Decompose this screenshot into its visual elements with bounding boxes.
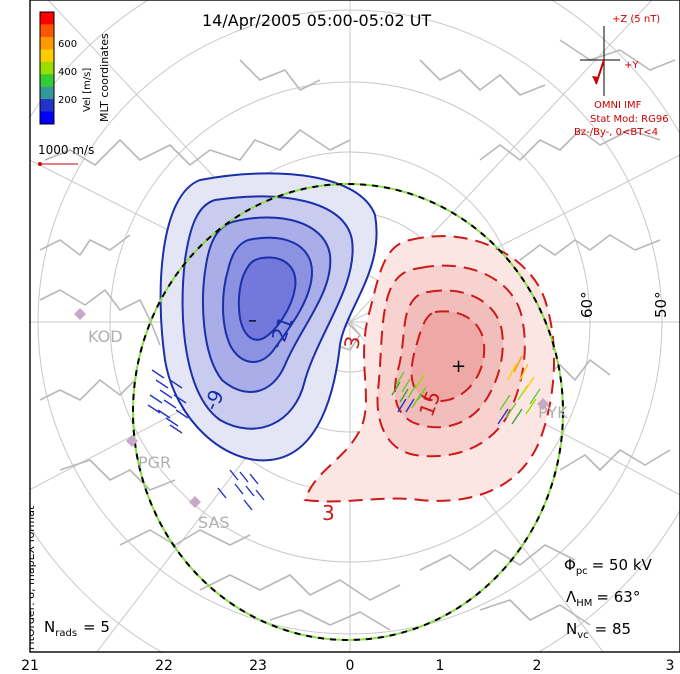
mlt-tick-3: 3 — [666, 658, 675, 674]
radar-label-pyk: PYK — [538, 403, 568, 422]
radar-site-kod-marker — [74, 308, 86, 320]
potential-maximum-marker: + — [451, 356, 466, 377]
imf-y-label: +Y — [624, 60, 639, 71]
radar-site-sas-marker — [189, 496, 201, 508]
preview-note: NOTE: FOR PREVIEW PURPOSES ONLY. PLEASE … — [12, 159, 25, 650]
mlt-tick-21: 21 — [21, 658, 39, 674]
contour-label-pos-3-a: 3 — [339, 334, 365, 351]
imf-source: OMNI IMF — [594, 100, 642, 111]
radar-label-kod: KOD — [88, 327, 123, 346]
mlt-tick-2: 2 — [533, 658, 542, 674]
vector-reference-label: 1000 m/s — [38, 143, 94, 157]
mlt-tick-22: 22 — [155, 658, 173, 674]
colorbar-segment — [40, 49, 54, 63]
mlt-tick-1: 1 — [436, 658, 445, 674]
coordinate-system-label: MLT coordinates — [98, 33, 111, 122]
colorbar-segment — [40, 111, 54, 125]
vector-count: Nvc = 85 — [566, 620, 631, 641]
colorbar-segment — [40, 61, 54, 75]
negative-potential-cell — [159, 172, 378, 462]
colorbar-segment — [40, 99, 54, 113]
colorbar-tick-400: 400 — [58, 67, 77, 78]
colorbar-tick-200: 200 — [58, 95, 77, 106]
colorbar-segment — [40, 12, 54, 25]
latitude-label-60: 60° — [578, 291, 596, 318]
fit-order-note: FitOrder: 8, mapEX format — [24, 505, 37, 650]
cross-polar-potential: Φpc = 50 kV — [564, 556, 653, 577]
velocity-vectors-sas — [217, 469, 265, 511]
imf-condition: Bz-/By-, 0<BT<4 — [574, 127, 658, 138]
radar-label-pgr: PGR — [138, 453, 171, 472]
radar-count: Nrads = 5 — [44, 618, 110, 639]
radar-site-pyk-marker — [537, 398, 549, 410]
colorbar-segment — [40, 74, 54, 88]
colorbar-segment — [40, 24, 54, 38]
svg-text:ΛHM= 63°: ΛHM = 63° — [566, 588, 640, 609]
map-title: 14/Apr/2005 05:00-05:02 UT — [202, 11, 431, 30]
colorbar-segment — [40, 86, 54, 100]
velocity-vectors-pgr — [147, 369, 189, 434]
imf-stat-mod: Stat Mod: RG96 — [590, 114, 669, 125]
colorbar-segment — [40, 36, 54, 50]
colorbar-tick-600: 600 — [58, 39, 77, 50]
plot-frame — [29, 0, 680, 653]
svg-text:Nvc= 85: Nvc = 85 — [566, 620, 631, 641]
velocity-vectors-pyk — [497, 355, 541, 425]
radar-site-pgr-marker — [126, 435, 138, 447]
imf-z-label: +Z (5 nT) — [612, 14, 660, 25]
coastlines — [39, 39, 676, 631]
mlt-tick-0: 0 — [346, 658, 355, 674]
radar-sites — [74, 308, 549, 508]
svg-text:Φpc= 50 kV: Φpc = 50 kV — [564, 556, 653, 577]
contour-label-pos-3-b: 3 — [322, 501, 335, 525]
latitude-label-50: 50° — [652, 291, 670, 318]
velocity-vectors-center — [391, 371, 427, 413]
radar-label-sas: SAS — [198, 513, 230, 532]
potential-minimum-marker: – — [248, 310, 257, 331]
velocity-colorbar — [40, 12, 54, 125]
colorbar-label: Vel [m/s] — [82, 68, 93, 112]
svg-text:Nrads= 5: Nrads = 5 — [44, 618, 110, 639]
imf-dial — [580, 26, 620, 96]
mlt-axis: 21 22 23 0 1 2 3 — [21, 658, 674, 674]
positive-potential-cell — [303, 235, 556, 503]
mlt-tick-23: 23 — [249, 658, 267, 674]
vector-reference-origin — [38, 162, 42, 166]
heppner-maynard-boundary — [132, 183, 564, 641]
hm-boundary-latitude: ΛHM = 63° — [566, 588, 640, 609]
